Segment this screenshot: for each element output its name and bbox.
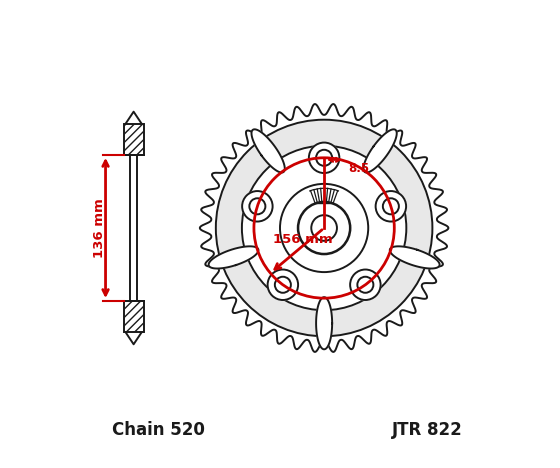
Bar <box>124 301 144 332</box>
Text: 156 mm: 156 mm <box>273 233 332 246</box>
Circle shape <box>242 146 407 310</box>
Polygon shape <box>200 104 449 352</box>
Bar <box>124 124 144 155</box>
Bar <box>124 124 144 155</box>
Circle shape <box>376 191 406 221</box>
Circle shape <box>350 270 381 300</box>
Bar <box>124 124 144 155</box>
Text: JTR 822: JTR 822 <box>392 421 463 439</box>
Circle shape <box>268 270 298 300</box>
Polygon shape <box>363 129 396 173</box>
Circle shape <box>216 120 432 336</box>
Polygon shape <box>316 297 332 349</box>
Polygon shape <box>209 246 258 269</box>
Polygon shape <box>390 246 440 269</box>
Text: 8.5: 8.5 <box>348 162 369 175</box>
Circle shape <box>309 143 339 173</box>
Text: 136 mm: 136 mm <box>92 198 106 258</box>
Bar <box>124 301 144 332</box>
Circle shape <box>280 184 368 272</box>
Circle shape <box>242 191 273 221</box>
Polygon shape <box>251 129 285 173</box>
Text: Chain 520: Chain 520 <box>111 421 204 439</box>
Bar <box>130 155 137 301</box>
Bar <box>124 301 144 332</box>
Circle shape <box>311 215 337 241</box>
